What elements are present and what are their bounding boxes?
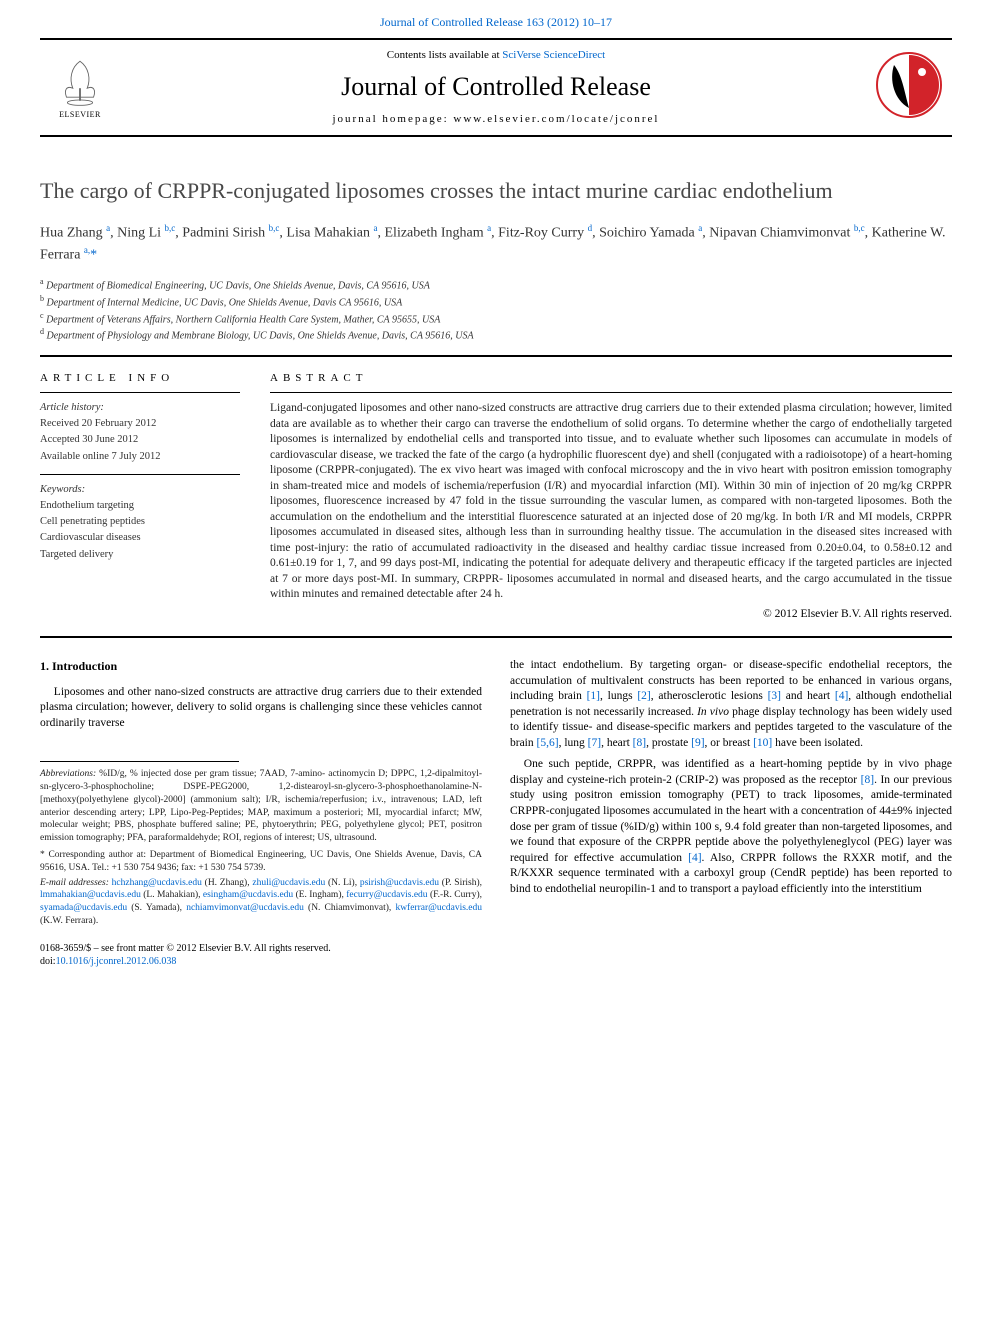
intro-p1: Liposomes and other nano-sized construct… xyxy=(40,685,482,732)
citation-link[interactable]: [9] xyxy=(691,737,704,749)
email-link[interactable]: kwferrar@ucdavis.edu xyxy=(395,903,482,913)
divider xyxy=(40,355,952,357)
email-link[interactable]: hchzhang@ucdavis.edu xyxy=(112,878,202,888)
footer-issn: 0168-3659/$ – see front matter © 2012 El… xyxy=(40,942,482,956)
email-link[interactable]: esingham@ucdavis.edu xyxy=(203,890,293,900)
keyword-item: Endothelium targeting xyxy=(40,499,240,513)
elsevier-tree-icon xyxy=(53,54,107,108)
online-date: Available online 7 July 2012 xyxy=(40,450,240,464)
homepage-line: journal homepage: www.elsevier.com/locat… xyxy=(120,112,872,127)
email-link[interactable]: fecurry@ucdavis.edu xyxy=(346,890,427,900)
masthead-center: Contents lists available at SciVerse Sci… xyxy=(120,48,872,127)
top-citation-link: Journal of Controlled Release 163 (2012)… xyxy=(0,0,992,38)
citation-link[interactable]: [7] xyxy=(588,737,601,749)
article-title: The cargo of CRPPR-conjugated liposomes … xyxy=(40,177,952,205)
sciencedirect-link[interactable]: SciVerse ScienceDirect xyxy=(502,49,605,61)
history-label: Article history: xyxy=(40,401,240,415)
footnote-divider xyxy=(40,761,239,762)
journal-name: Journal of Controlled Release xyxy=(120,69,872,104)
email-link[interactable]: zhuli@ucdavis.edu xyxy=(252,878,325,888)
authors-list: Hua Zhang a, Ning Li b,c, Padmini Sirish… xyxy=(40,222,952,265)
article-info-heading: ARTICLE INFO xyxy=(40,371,240,386)
abstract-copyright: © 2012 Elsevier B.V. All rights reserved… xyxy=(270,607,952,623)
masthead: ELSEVIER Contents lists available at Sci… xyxy=(40,38,952,137)
citation-link[interactable]: [4] xyxy=(835,690,848,702)
keywords-label: Keywords: xyxy=(40,483,240,497)
received-date: Received 20 February 2012 xyxy=(40,417,240,431)
jcr-logo xyxy=(872,50,952,124)
email-link[interactable]: lmmahakian@ucdavis.edu xyxy=(40,890,141,900)
email-link[interactable]: syamada@ucdavis.edu xyxy=(40,903,127,913)
affiliation-item: b Department of Internal Medicine, UC Da… xyxy=(40,294,952,310)
citation-link[interactable]: [8] xyxy=(633,737,646,749)
accepted-date: Accepted 30 June 2012 xyxy=(40,433,240,447)
footer-doi: doi:10.1016/j.jconrel.2012.06.038 xyxy=(40,955,482,969)
emails-footnote: E-mail addresses: hchzhang@ucdavis.edu (… xyxy=(40,877,482,928)
journal-citation-link[interactable]: Journal of Controlled Release 163 (2012)… xyxy=(380,15,612,29)
email-link[interactable]: nchiamvimonvat@ucdavis.edu xyxy=(186,903,304,913)
abstract-column: ABSTRACT Ligand-conjugated liposomes and… xyxy=(270,371,952,622)
affiliation-item: c Department of Veterans Affairs, Northe… xyxy=(40,311,952,327)
citation-link[interactable]: [5,6] xyxy=(537,737,559,749)
abstract-heading: ABSTRACT xyxy=(270,371,952,386)
divider xyxy=(40,636,952,638)
jcr-logo-icon xyxy=(874,50,944,120)
affiliations-list: a Department of Biomedical Engineering, … xyxy=(40,277,952,343)
email-link[interactable]: psirish@ucdavis.edu xyxy=(360,878,439,888)
article-info-column: ARTICLE INFO Article history: Received 2… xyxy=(40,371,240,622)
right-column: the intact endothelium. By targeting org… xyxy=(510,658,952,968)
elsevier-logo: ELSEVIER xyxy=(40,54,120,121)
citation-link[interactable]: [4] xyxy=(688,852,701,864)
keyword-item: Cardiovascular diseases xyxy=(40,531,240,545)
keyword-item: Targeted delivery xyxy=(40,548,240,562)
intro-p2: the intact endothelium. By targeting org… xyxy=(510,658,952,751)
elsevier-label: ELSEVIER xyxy=(48,110,112,121)
citation-link[interactable]: [10] xyxy=(753,737,772,749)
section-heading-intro: 1. Introduction xyxy=(40,658,482,674)
citation-link[interactable]: [1] xyxy=(587,690,600,702)
citation-link[interactable]: [8] xyxy=(861,774,874,786)
affiliation-item: a Department of Biomedical Engineering, … xyxy=(40,277,952,293)
citation-link[interactable]: [3] xyxy=(768,690,781,702)
abbreviations-footnote: Abbreviations: %ID/g, % injected dose pe… xyxy=(40,768,482,845)
left-column: 1. Introduction Liposomes and other nano… xyxy=(40,658,482,968)
affiliation-item: d Department of Physiology and Membrane … xyxy=(40,327,952,343)
intro-p3: One such peptide, CRPPR, was identified … xyxy=(510,757,952,897)
keyword-item: Cell penetrating peptides xyxy=(40,515,240,529)
doi-link[interactable]: 10.1016/j.jconrel.2012.06.038 xyxy=(56,956,177,967)
contents-line: Contents lists available at SciVerse Sci… xyxy=(120,48,872,63)
citation-link[interactable]: [2] xyxy=(637,690,650,702)
corresponding-footnote: * Corresponding author at: Department of… xyxy=(40,849,482,875)
abstract-text: Ligand-conjugated liposomes and other na… xyxy=(270,401,952,603)
